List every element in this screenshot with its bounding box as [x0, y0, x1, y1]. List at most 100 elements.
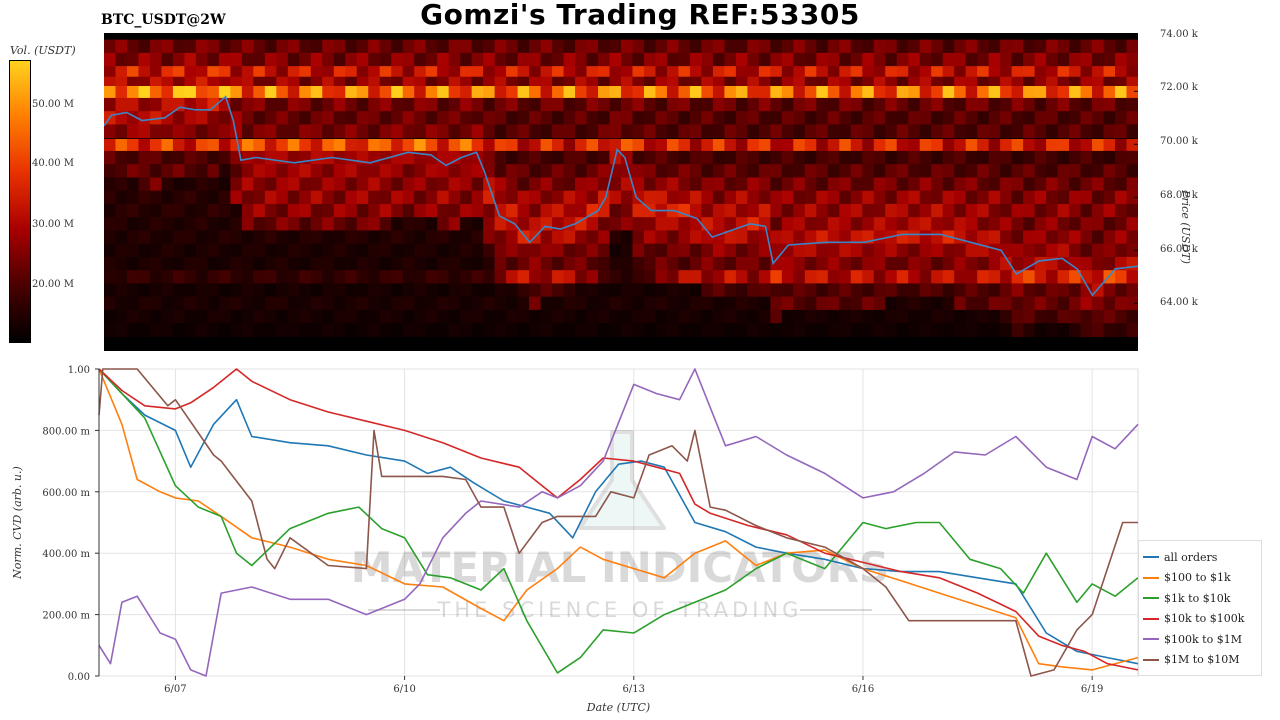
heatmap-cell [1115, 323, 1128, 338]
heatmap-cell [1080, 97, 1093, 112]
heatmap-cell [126, 164, 140, 179]
heatmap-cell [621, 52, 634, 67]
heatmap-cell [1046, 309, 1059, 324]
heatmap-cell [126, 177, 140, 192]
heatmap-cell [494, 39, 507, 54]
heatmap-cell [529, 256, 542, 271]
legend-item[interactable]: $100k to $1M [1143, 629, 1257, 650]
heatmap-cell [1092, 124, 1105, 139]
heatmap-cell [552, 230, 565, 245]
heatmap-cell [678, 296, 691, 311]
heatmap-cell [666, 86, 680, 100]
heatmap-cell [356, 124, 369, 139]
heatmap-cell [873, 283, 886, 298]
heatmap-cell [942, 243, 955, 258]
heatmap-cell [632, 139, 645, 153]
heatmap-cell [954, 243, 967, 258]
heatmap-cell [689, 283, 703, 298]
heatmap-cell [598, 243, 611, 258]
heatmap-cell [873, 97, 886, 112]
heatmap-cell [322, 203, 335, 218]
heatmap-cell [1103, 86, 1116, 100]
heatmap-cell [827, 97, 840, 112]
legend-item[interactable]: all orders [1143, 547, 1257, 568]
heatmap-cell [988, 164, 1001, 179]
heatmap-cell [356, 309, 369, 324]
heatmap-cell [483, 39, 496, 54]
heatmap-cell [735, 97, 748, 112]
heatmap-cell [839, 124, 852, 139]
heatmap-cell [333, 283, 346, 298]
heatmap-cell [942, 323, 955, 338]
heatmap-cell [104, 177, 117, 192]
heatmap-cell [816, 296, 829, 311]
heatmap-cell [299, 296, 312, 311]
heatmap-cell [104, 309, 117, 324]
heatmap-cell [793, 283, 806, 298]
heatmap-cell [1023, 86, 1036, 100]
legend-item[interactable]: $100 to $1k [1143, 568, 1257, 589]
heatmap-cell [770, 309, 783, 324]
heatmap-cell [172, 39, 186, 54]
heatmap-cell [885, 309, 898, 324]
heatmap-cell [184, 124, 197, 139]
heatmap-cell [770, 323, 783, 338]
heatmap-cell [161, 39, 174, 54]
heatmap-cell [287, 243, 300, 258]
legend-item[interactable]: $1M to $10M [1143, 650, 1257, 671]
heatmap-cell [1046, 203, 1059, 218]
heatmap-cell [942, 217, 955, 232]
heatmap-cell [345, 203, 358, 218]
heatmap-cell [138, 150, 151, 165]
heatmap-cell [517, 124, 530, 139]
heatmap-cell [379, 97, 392, 112]
heatmap-cell [781, 124, 794, 139]
legend-item[interactable]: $10k to $100k [1143, 609, 1257, 630]
heatmap-cell [770, 243, 783, 258]
heatmap-cell [735, 203, 748, 218]
heatmap-cell [712, 203, 725, 218]
heatmap-cell [1092, 217, 1105, 232]
heatmap-cell [195, 97, 208, 112]
heatmap-cell [506, 217, 519, 232]
heatmap-cell [287, 124, 300, 139]
heatmap-cell [253, 86, 266, 100]
heatmap-cell [161, 243, 174, 258]
heatmap-cell [460, 323, 473, 338]
heatmap-cell [1126, 230, 1138, 245]
heatmap-cell [598, 150, 611, 165]
heatmap-cell [138, 66, 151, 80]
heatmap-cell [862, 177, 875, 192]
heatmap-cell [873, 309, 886, 324]
heatmap-cell [195, 150, 208, 165]
heatmap-cell [965, 243, 978, 258]
heatmap-cell [908, 86, 921, 100]
heatmap-cell [494, 97, 507, 112]
heatmap-cell [919, 270, 932, 285]
heatmap-cell [253, 217, 266, 232]
heatmap-cell [678, 323, 691, 338]
heatmap-cell [839, 270, 852, 285]
heatmap-cell [896, 190, 909, 205]
heatmap-cell [965, 164, 978, 179]
heatmap-cell [1057, 86, 1070, 100]
heatmap-cell [1103, 164, 1116, 179]
heatmap-cell [241, 66, 254, 80]
heatmap-cell [517, 150, 530, 165]
heatmap-cell [1000, 111, 1013, 126]
heatmap-cell [253, 111, 266, 126]
heatmap-cell [621, 66, 634, 80]
heatmap-cell [689, 97, 703, 112]
heatmap-cell [689, 164, 703, 179]
heatmap-cell [701, 190, 714, 205]
heatmap-cell [942, 97, 955, 112]
heatmap-cell [483, 111, 496, 126]
heatmap-cell [1092, 86, 1105, 100]
heatmap-cell [586, 39, 599, 54]
heatmap-cell [885, 52, 898, 67]
heatmap-cell [885, 97, 898, 112]
heatmap-cell [506, 139, 519, 153]
heatmap-cell [1080, 217, 1093, 232]
heatmap-cell [839, 217, 852, 232]
legend-item[interactable]: $1k to $10k [1143, 588, 1257, 609]
